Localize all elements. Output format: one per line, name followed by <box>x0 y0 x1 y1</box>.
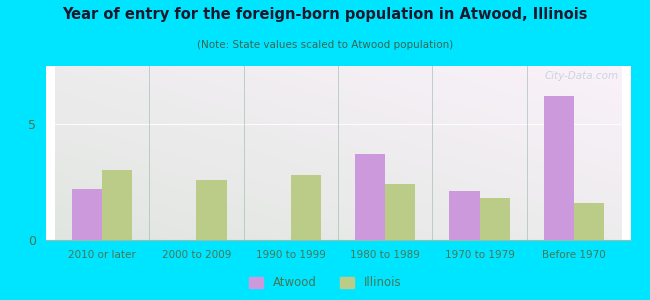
Bar <box>480 198 510 240</box>
Text: (Note: State values scaled to Atwood population): (Note: State values scaled to Atwood pop… <box>197 40 453 50</box>
Bar <box>291 175 321 240</box>
Bar <box>355 154 385 240</box>
Text: City-Data.com: City-Data.com <box>545 71 619 81</box>
Bar <box>72 189 102 240</box>
Bar <box>196 180 227 240</box>
Legend: Atwood, Illinois: Atwood, Illinois <box>244 272 406 294</box>
Text: Year of entry for the foreign-born population in Atwood, Illinois: Year of entry for the foreign-born popul… <box>62 8 588 22</box>
Bar <box>102 170 133 240</box>
Bar <box>385 184 415 240</box>
Bar <box>449 191 480 240</box>
Bar <box>543 96 574 240</box>
Bar <box>574 203 604 240</box>
